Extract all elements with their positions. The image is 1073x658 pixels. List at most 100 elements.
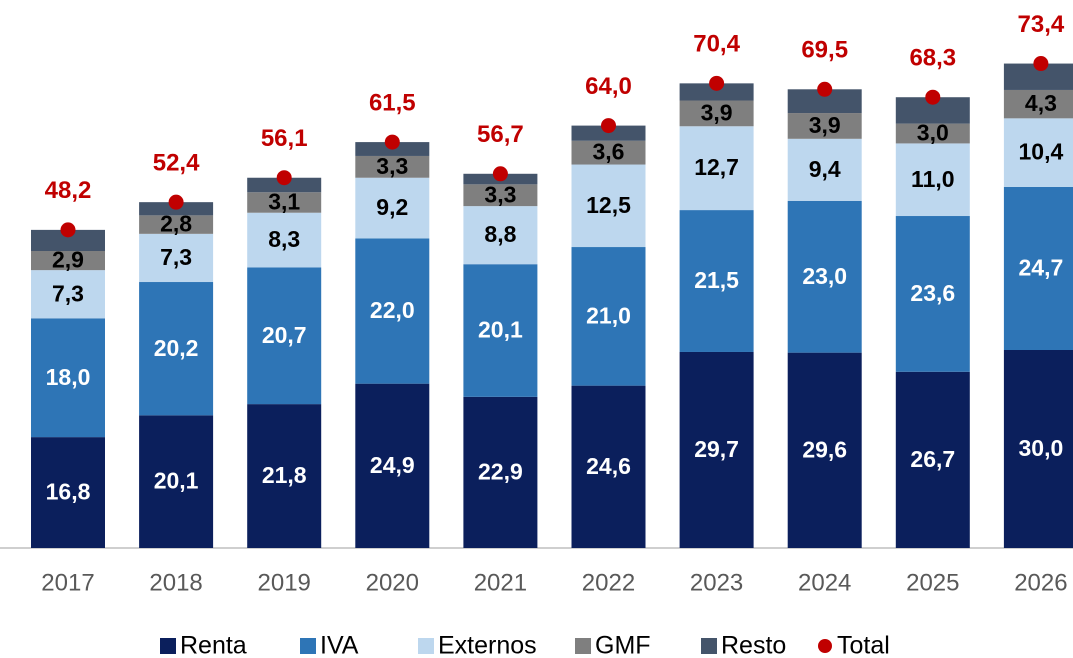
- bar-segment: [679, 83, 754, 101]
- total-label: 52,4: [153, 150, 200, 177]
- bar-segment: [787, 138, 862, 201]
- bar-segment: [355, 383, 430, 548]
- bar-segment: [895, 123, 970, 144]
- value-label: 9,2: [376, 194, 408, 220]
- legend-marker: [300, 638, 316, 654]
- total-dot: [1033, 56, 1049, 72]
- total-label: 48,2: [45, 177, 92, 204]
- value-label: 23,6: [910, 280, 955, 306]
- bar-segment: [31, 437, 105, 548]
- x-tick-label: 2024: [798, 569, 851, 596]
- value-label: 22,0: [370, 297, 415, 323]
- value-label: 29,7: [694, 436, 739, 462]
- value-label: 8,8: [484, 221, 516, 247]
- value-label: 3,3: [484, 181, 516, 207]
- value-label: 18,0: [46, 364, 91, 390]
- legend-label: Total: [837, 632, 890, 658]
- bar-segment: [139, 215, 214, 234]
- bar-segment: [139, 415, 214, 548]
- value-label: 20,1: [478, 317, 523, 343]
- value-label: 20,2: [154, 335, 199, 361]
- bar-segment: [463, 264, 538, 397]
- value-label: 24,6: [586, 453, 631, 479]
- bar-segment: [1003, 350, 1073, 548]
- bar-segment: [679, 126, 754, 211]
- legend-marker: [818, 639, 832, 653]
- bar-segment: [571, 385, 646, 548]
- legend-marker: [418, 638, 434, 654]
- x-tick-label: 2022: [582, 569, 635, 596]
- bar-segment: [139, 282, 214, 416]
- total-label: 56,1: [261, 125, 308, 152]
- value-label: 3,0: [917, 120, 949, 146]
- bar-segment: [895, 143, 970, 217]
- bar-segment: [1003, 186, 1073, 350]
- x-tick-label: 2019: [258, 569, 311, 596]
- value-label: 24,7: [1019, 255, 1064, 281]
- legend-label: Renta: [180, 632, 247, 658]
- bar-segment: [895, 371, 970, 548]
- x-tick-label: 2018: [149, 569, 202, 596]
- value-label: 7,3: [52, 280, 84, 306]
- total-dot: [601, 118, 616, 134]
- bar-segment: [31, 251, 105, 271]
- bar-segment: [355, 238, 430, 384]
- value-label: 11,0: [911, 166, 955, 192]
- value-label: 24,9: [370, 452, 415, 478]
- bar-segment: [571, 247, 646, 386]
- value-label: 7,3: [160, 244, 192, 270]
- total-dot: [709, 75, 725, 91]
- value-label: 3,1: [268, 189, 300, 215]
- bar-segment: [31, 318, 105, 438]
- value-label: 21,0: [586, 302, 631, 328]
- bar-segment: [787, 89, 862, 114]
- total-label: 68,3: [909, 45, 956, 72]
- legend-marker: [701, 638, 717, 654]
- total-dot: [276, 170, 292, 186]
- total-label: 69,5: [801, 37, 848, 64]
- total-dot: [925, 89, 941, 105]
- value-label: 20,7: [262, 322, 307, 348]
- bar-segment: [571, 140, 646, 165]
- value-label: 3,9: [701, 99, 733, 125]
- value-label: 3,3: [376, 153, 408, 179]
- bar-segment: [679, 210, 754, 352]
- legend-label: IVA: [320, 632, 359, 658]
- bar-segment: [895, 216, 970, 372]
- total-label: 70,4: [693, 31, 740, 58]
- value-label: 30,0: [1019, 435, 1064, 461]
- bar-segment: [571, 164, 646, 248]
- value-label: 10,4: [1019, 139, 1064, 165]
- bar-segment: [247, 212, 322, 268]
- value-label: 20,1: [154, 468, 199, 494]
- legend-marker: [575, 638, 591, 654]
- bar-segment: [463, 206, 538, 265]
- total-label: 73,4: [1018, 11, 1065, 38]
- bar-segment: [787, 352, 862, 548]
- bar-segment: [247, 404, 322, 548]
- value-label: 23,0: [802, 263, 847, 289]
- value-label: 4,3: [1025, 90, 1057, 116]
- total-dot: [492, 166, 508, 182]
- x-tick-label: 2023: [690, 569, 743, 596]
- value-label: 21,8: [262, 462, 307, 488]
- value-label: 26,7: [910, 446, 955, 472]
- bar-segment: [679, 351, 754, 548]
- total-dot: [384, 134, 400, 150]
- total-label: 56,7: [477, 121, 524, 148]
- x-tick-label: 2017: [41, 569, 94, 596]
- total-label: 64,0: [585, 73, 632, 100]
- total-label: 61,5: [369, 89, 416, 116]
- bar-segment: [247, 192, 322, 213]
- bar-segment: [463, 184, 538, 207]
- value-label: 8,3: [268, 226, 300, 252]
- x-tick-label: 2020: [366, 569, 419, 596]
- value-label: 21,5: [694, 267, 739, 293]
- bar-segment: [571, 125, 646, 141]
- bar-segment: [355, 177, 430, 239]
- bar-segment: [1003, 89, 1073, 119]
- bar-segment: [31, 229, 105, 251]
- bar-segment: [355, 155, 430, 178]
- bar-segment: [787, 113, 862, 139]
